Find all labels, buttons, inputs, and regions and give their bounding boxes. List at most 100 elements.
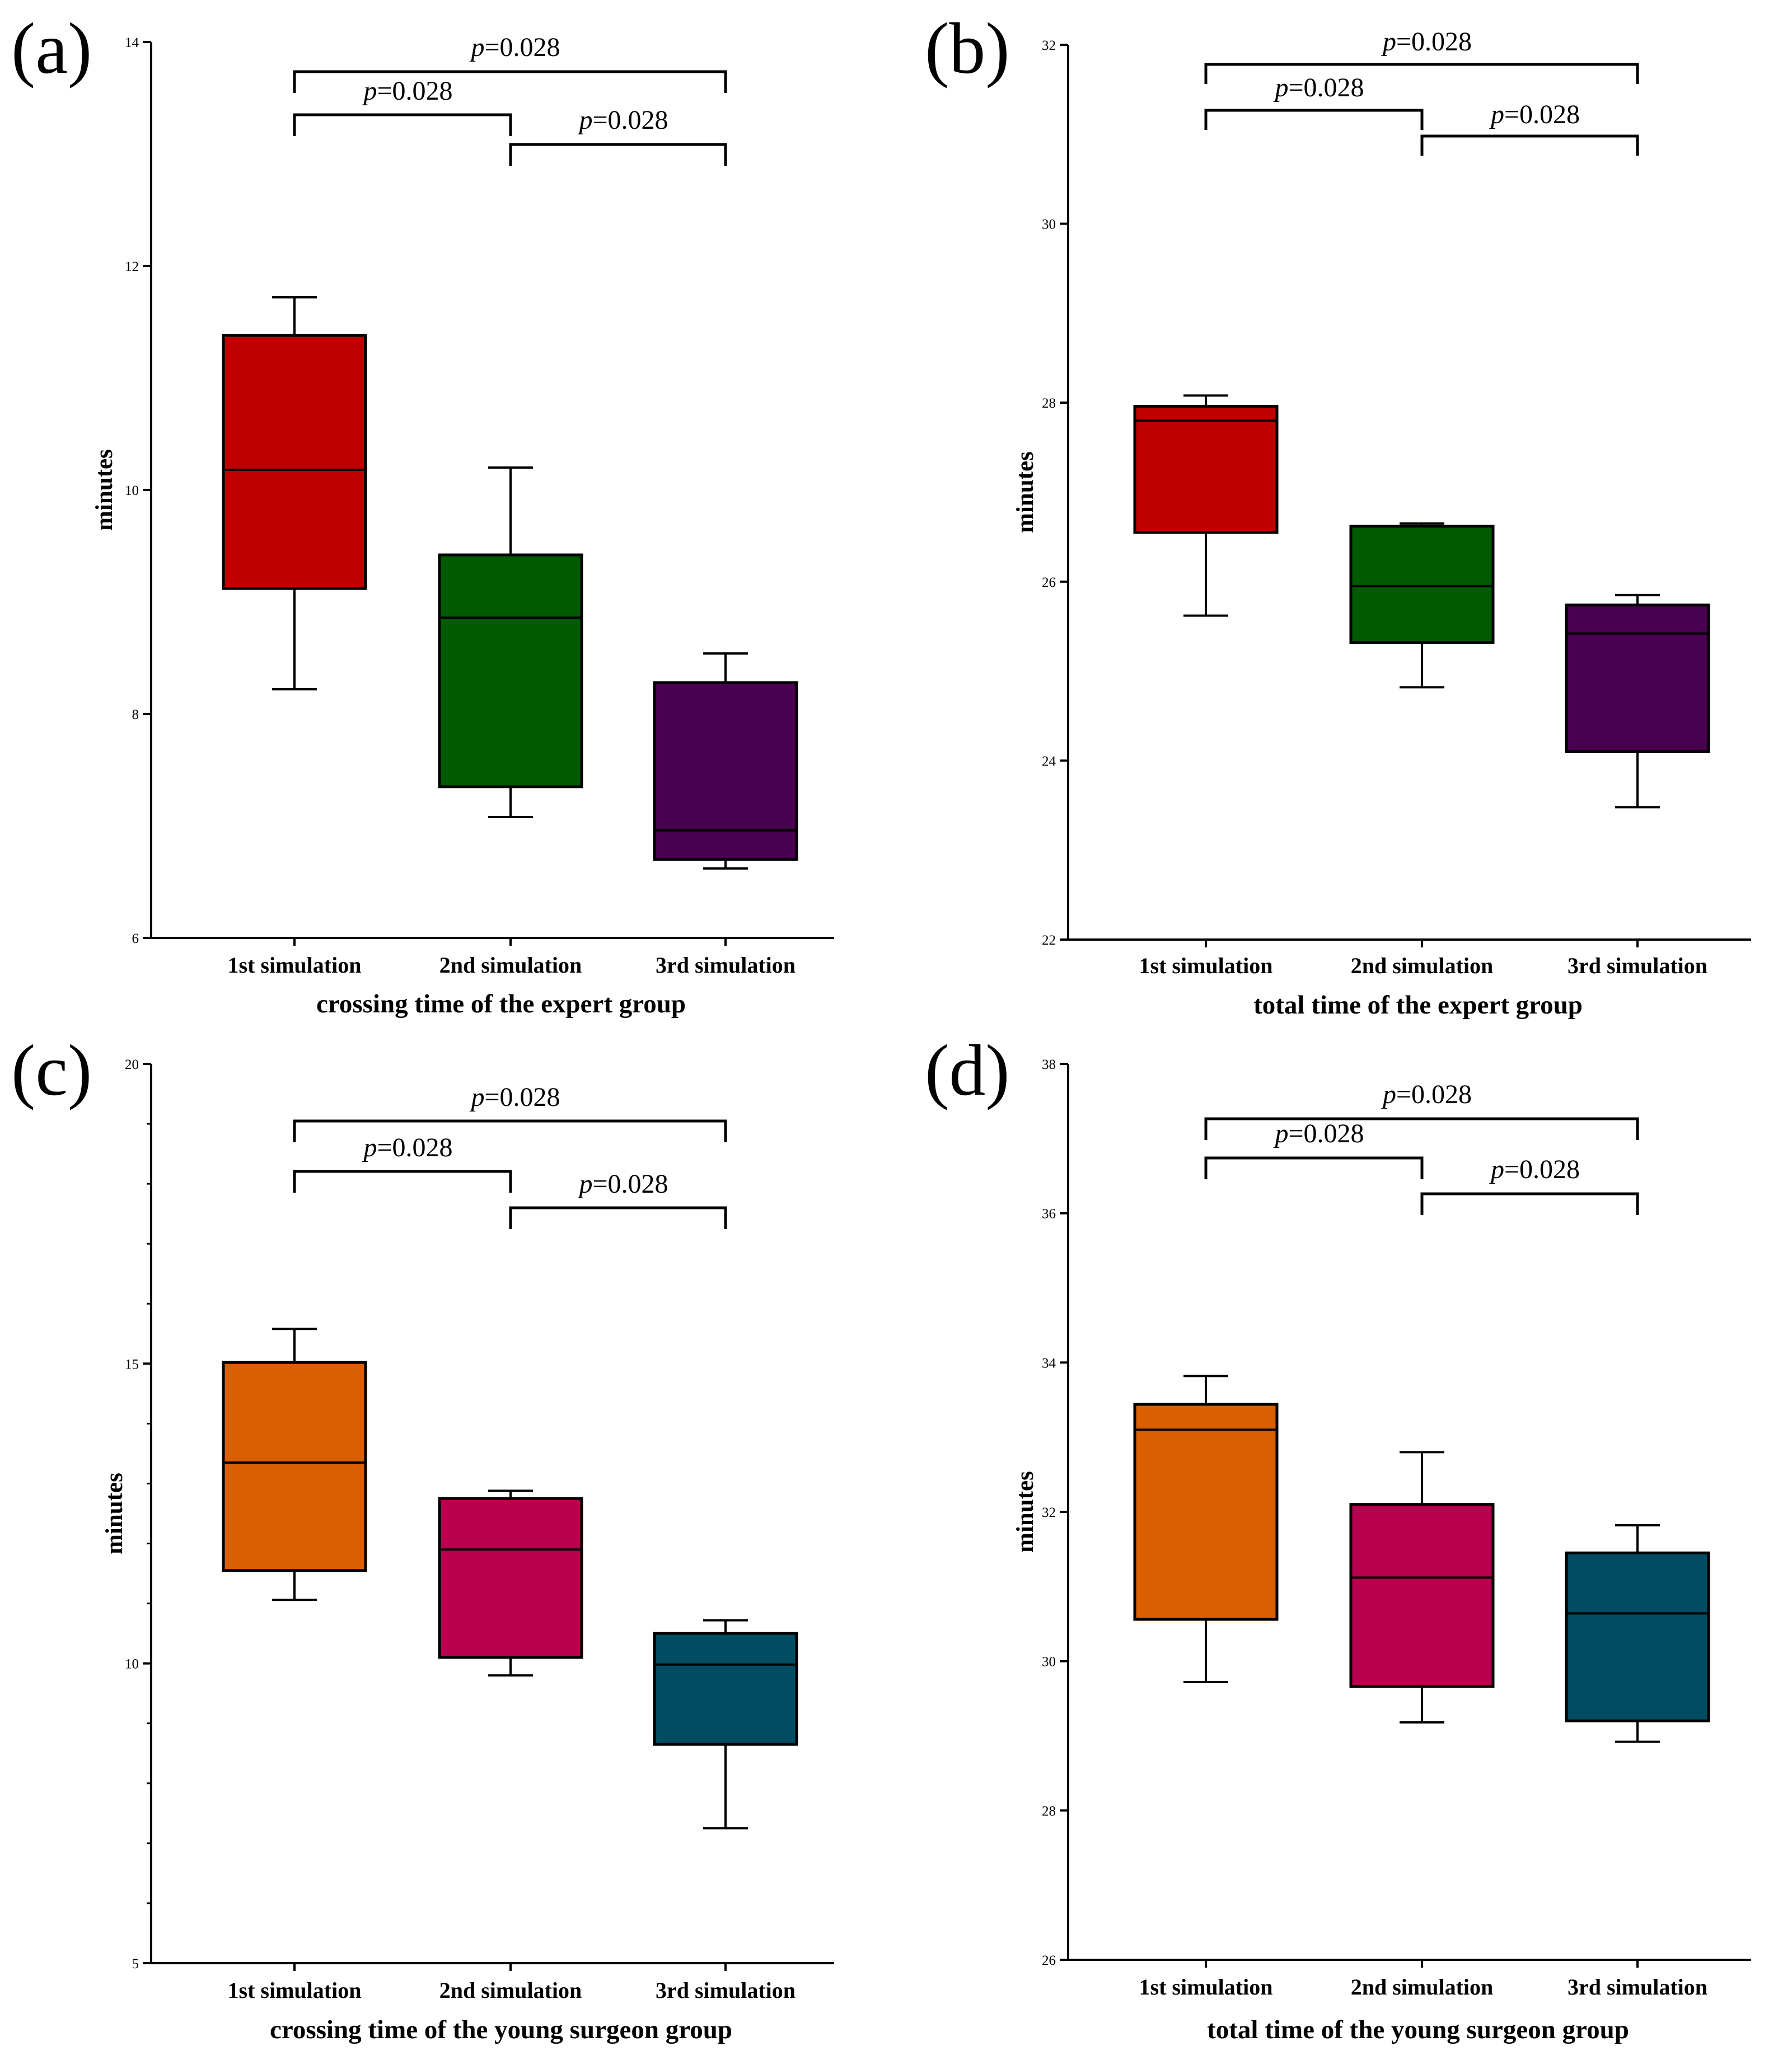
panel-a: (a) 6 8 10 12 14 minutes 1st simulation 2nd simu… [11, 8, 834, 1019]
y-tick-label: 30 [1042, 217, 1056, 232]
panel-label: (d) [925, 1030, 1010, 1111]
panel-b: (b) 22 24 26 28 30 32 minutes 1st simulation 2nd … [925, 8, 1751, 1020]
y-tick-label: 32 [1042, 38, 1056, 53]
box-body [1565, 1551, 1710, 1722]
x-axis-title: crossing time of the young surgeon group [270, 2015, 732, 2044]
x-tick-label: 3rd simulation [656, 1978, 796, 2003]
box-1 [222, 1328, 367, 1601]
p-value-label: p=0.028 [577, 105, 668, 135]
p-value-label: p=0.028 [1489, 100, 1580, 129]
box-3 [1565, 1524, 1710, 1743]
box-body [222, 1361, 367, 1572]
x-tick-label: 2nd simulation [1351, 1974, 1494, 2000]
significance-bracket: p=0.028 [1204, 1119, 1424, 1179]
y-tick-label: 26 [1042, 575, 1056, 590]
box-body [1349, 525, 1495, 644]
p-value-label: p=0.028 [469, 32, 560, 62]
p-value-label: p=0.028 [362, 1133, 452, 1162]
box-2 [1349, 522, 1495, 689]
y-tick-label: 10 [125, 483, 139, 498]
y-axis-title: minutes [101, 1473, 128, 1554]
y-tick-label: 32 [1042, 1505, 1056, 1520]
panel-label: (a) [11, 8, 92, 89]
y-tick-label: 38 [1042, 1057, 1056, 1072]
bracket-line [509, 143, 727, 166]
box-body [222, 334, 367, 590]
bracket-line [1204, 1156, 1424, 1179]
box-body [1349, 1503, 1495, 1688]
x-axis-title: total time of the young surgeon group [1207, 2015, 1629, 2044]
p-value-label: p=0.028 [1381, 1080, 1472, 1109]
box-2 [438, 466, 583, 818]
y-tick-label: 30 [1042, 1655, 1056, 1670]
box-body [438, 1497, 583, 1659]
y-tick-label: 22 [1042, 933, 1056, 948]
y-tick-label: 12 [125, 259, 139, 274]
y-tick-label: 28 [1042, 1804, 1056, 1819]
x-axis-title: crossing time of the expert group [316, 989, 686, 1019]
box-body [1133, 1403, 1279, 1621]
y-tick-label: 28 [1042, 396, 1056, 411]
y-tick-label: 20 [125, 1057, 139, 1072]
y-tick-label: 36 [1042, 1207, 1056, 1222]
y-tick-label: 26 [1042, 1953, 1056, 1968]
box-1 [1133, 394, 1279, 617]
x-axis-title: total time of the expert group [1253, 991, 1583, 1020]
p-value-label: p=0.028 [1273, 73, 1364, 102]
bracket-line [293, 113, 512, 136]
p-value-label: p=0.028 [1273, 1119, 1364, 1148]
x-tick-label: 1st simulation [228, 952, 362, 978]
significance-bracket: p=0.028 [1420, 100, 1639, 156]
x-tick-label: 1st simulation [1139, 953, 1273, 978]
bracket-line [1420, 134, 1639, 156]
bracket-line [293, 1170, 512, 1193]
significance-bracket: p=0.028 [293, 1133, 512, 1193]
x-tick-label: 3rd simulation [656, 952, 796, 978]
y-axis-title: minutes [1012, 451, 1038, 533]
significance-bracket: p=0.028 [293, 32, 727, 93]
x-tick-label: 2nd simulation [439, 952, 582, 978]
x-tick-label: 1st simulation [228, 1978, 362, 2003]
significance-bracket: p=0.028 [1420, 1155, 1639, 1215]
y-tick-label: 10 [125, 1657, 139, 1672]
y-tick-label: 5 [132, 1956, 139, 1972]
box-1 [222, 296, 367, 690]
panel-c: (c) 5 10 15 20 minutes 1st simulation 2nd simul… [11, 1030, 834, 2044]
y-tick-label: 6 [132, 931, 139, 946]
panel-label: (b) [925, 8, 1010, 89]
box-body [438, 553, 583, 788]
x-tick-label: 2nd simulation [439, 1978, 582, 2003]
box-body [1565, 603, 1710, 753]
significance-bracket: p=0.028 [509, 105, 727, 166]
box-3 [653, 1619, 798, 1830]
box-body [653, 681, 798, 861]
p-value-label: p=0.028 [1489, 1155, 1580, 1184]
y-axis-title: minutes [1012, 1471, 1038, 1553]
y-tick-label: 34 [1042, 1356, 1056, 1371]
significance-bracket: p=0.028 [509, 1169, 727, 1229]
box-3 [1565, 594, 1710, 809]
panel-d: (d) 26 28 30 32 34 36 38 minutes 1st simulation 2n… [925, 1030, 1751, 2044]
box-2 [1349, 1451, 1495, 1724]
p-value-label: p=0.028 [362, 76, 452, 106]
box-body [1133, 405, 1279, 534]
bracket-line [509, 1206, 727, 1229]
significance-bracket: p=0.028 [293, 1082, 727, 1142]
y-axis-title: minutes [91, 449, 118, 531]
bracket-line [1204, 63, 1639, 84]
bracket-line [293, 1119, 727, 1142]
x-tick-label: 3rd simulation [1568, 1974, 1707, 2000]
y-tick-label: 14 [125, 35, 139, 50]
x-tick-label: 1st simulation [1139, 1974, 1273, 2000]
significance-bracket: p=0.028 [1204, 73, 1424, 130]
box-3 [653, 652, 798, 870]
x-tick-label: 3rd simulation [1568, 953, 1707, 978]
box-body [653, 1632, 798, 1746]
y-tick-label: 15 [125, 1357, 139, 1372]
p-value-label: p=0.028 [577, 1169, 668, 1199]
p-value-label: p=0.028 [1381, 27, 1472, 57]
box-2 [438, 1489, 583, 1677]
bracket-line [1420, 1192, 1639, 1215]
bracket-line [1204, 109, 1424, 130]
